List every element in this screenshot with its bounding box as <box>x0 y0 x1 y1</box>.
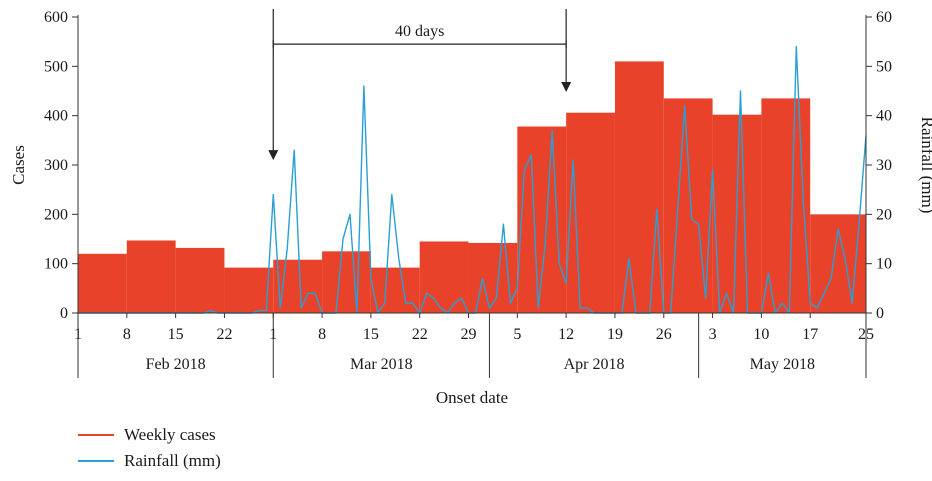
x-tick-label-13: 26 <box>656 326 672 343</box>
y-right-tick-label-50: 50 <box>876 58 892 75</box>
x-tick-label-2: 8 <box>123 326 131 343</box>
x-tick-label-3: 15 <box>168 326 184 343</box>
y-left-tick-label-200: 200 <box>44 206 68 223</box>
bar-week-5 <box>273 259 323 313</box>
month-label-1: Feb 2018 <box>146 356 206 373</box>
y-right-tick-label-10: 10 <box>876 256 892 273</box>
bar-week-3 <box>175 247 225 313</box>
y-left-tick-label-0: 0 <box>60 305 68 322</box>
bar-week-9 <box>468 242 518 313</box>
legend-swatch-weekly-cases <box>78 434 114 436</box>
legend-item-rainfall: Rainfall (mm) <box>78 448 221 474</box>
axes: 0100200300400500600010203040506018152218… <box>44 9 892 378</box>
y-right-tick-label-30: 30 <box>876 157 892 174</box>
bar-week-7 <box>370 267 420 313</box>
y-right-axis-title: Rainfall (mm) <box>918 117 932 214</box>
weekly-cases-bars <box>78 61 866 314</box>
x-tick-label-10: 5 <box>513 326 521 343</box>
y-right-tick-label-20: 20 <box>876 206 892 223</box>
bar-week-8 <box>419 241 469 313</box>
x-tick-label-9: 29 <box>461 326 477 343</box>
x-tick-label-15: 10 <box>753 326 769 343</box>
y-right-tick-label-60: 60 <box>876 9 892 26</box>
month-label-3: Apr 2018 <box>564 356 625 373</box>
legend-swatch-rainfall <box>78 460 114 462</box>
y-left-tick-label-300: 300 <box>44 157 68 174</box>
x-tick-label-6: 8 <box>318 326 326 343</box>
bar-week-2 <box>126 240 176 313</box>
bar-week-15 <box>761 98 811 314</box>
x-tick-label-14: 3 <box>709 326 717 343</box>
x-tick-label-4: 22 <box>216 326 232 343</box>
y-left-tick-label-600: 600 <box>44 9 68 26</box>
bar-week-12 <box>614 61 664 314</box>
x-axis-title: Onset date <box>436 388 508 407</box>
bar-week-10 <box>517 126 567 314</box>
bar-week-4 <box>224 267 274 313</box>
x-tick-label-12: 19 <box>607 326 623 343</box>
legend: Weekly cases Rainfall (mm) <box>78 422 221 474</box>
annotations: 40 days <box>268 9 572 161</box>
bar-week-13 <box>663 98 713 314</box>
y-right-tick-label-0: 0 <box>876 305 884 322</box>
annotation-span-label: 40 days <box>395 23 444 40</box>
y-left-axis-title: Cases <box>9 145 28 185</box>
legend-item-weekly-cases: Weekly cases <box>78 422 221 448</box>
bar-week-6 <box>322 251 371 313</box>
bar-week-1 <box>78 253 127 313</box>
annotation-arrow-head-2 <box>561 82 572 92</box>
legend-label-rainfall: Rainfall (mm) <box>124 451 221 470</box>
y-left-tick-label-500: 500 <box>44 58 68 75</box>
x-tick-label-11: 12 <box>558 326 574 343</box>
x-tick-label-16: 17 <box>802 326 818 343</box>
bar-week-11 <box>566 112 615 313</box>
x-tick-label-8: 22 <box>412 326 428 343</box>
y-left-tick-label-100: 100 <box>44 256 68 273</box>
y-left-tick-label-400: 400 <box>44 108 68 125</box>
annotation-arrow-head-1 <box>268 150 279 161</box>
x-tick-label-7: 15 <box>363 326 379 343</box>
month-label-2: Mar 2018 <box>350 356 413 373</box>
month-label-4: May 2018 <box>750 356 815 373</box>
legend-label-weekly-cases: Weekly cases <box>124 425 216 444</box>
y-right-tick-label-40: 40 <box>876 108 892 125</box>
